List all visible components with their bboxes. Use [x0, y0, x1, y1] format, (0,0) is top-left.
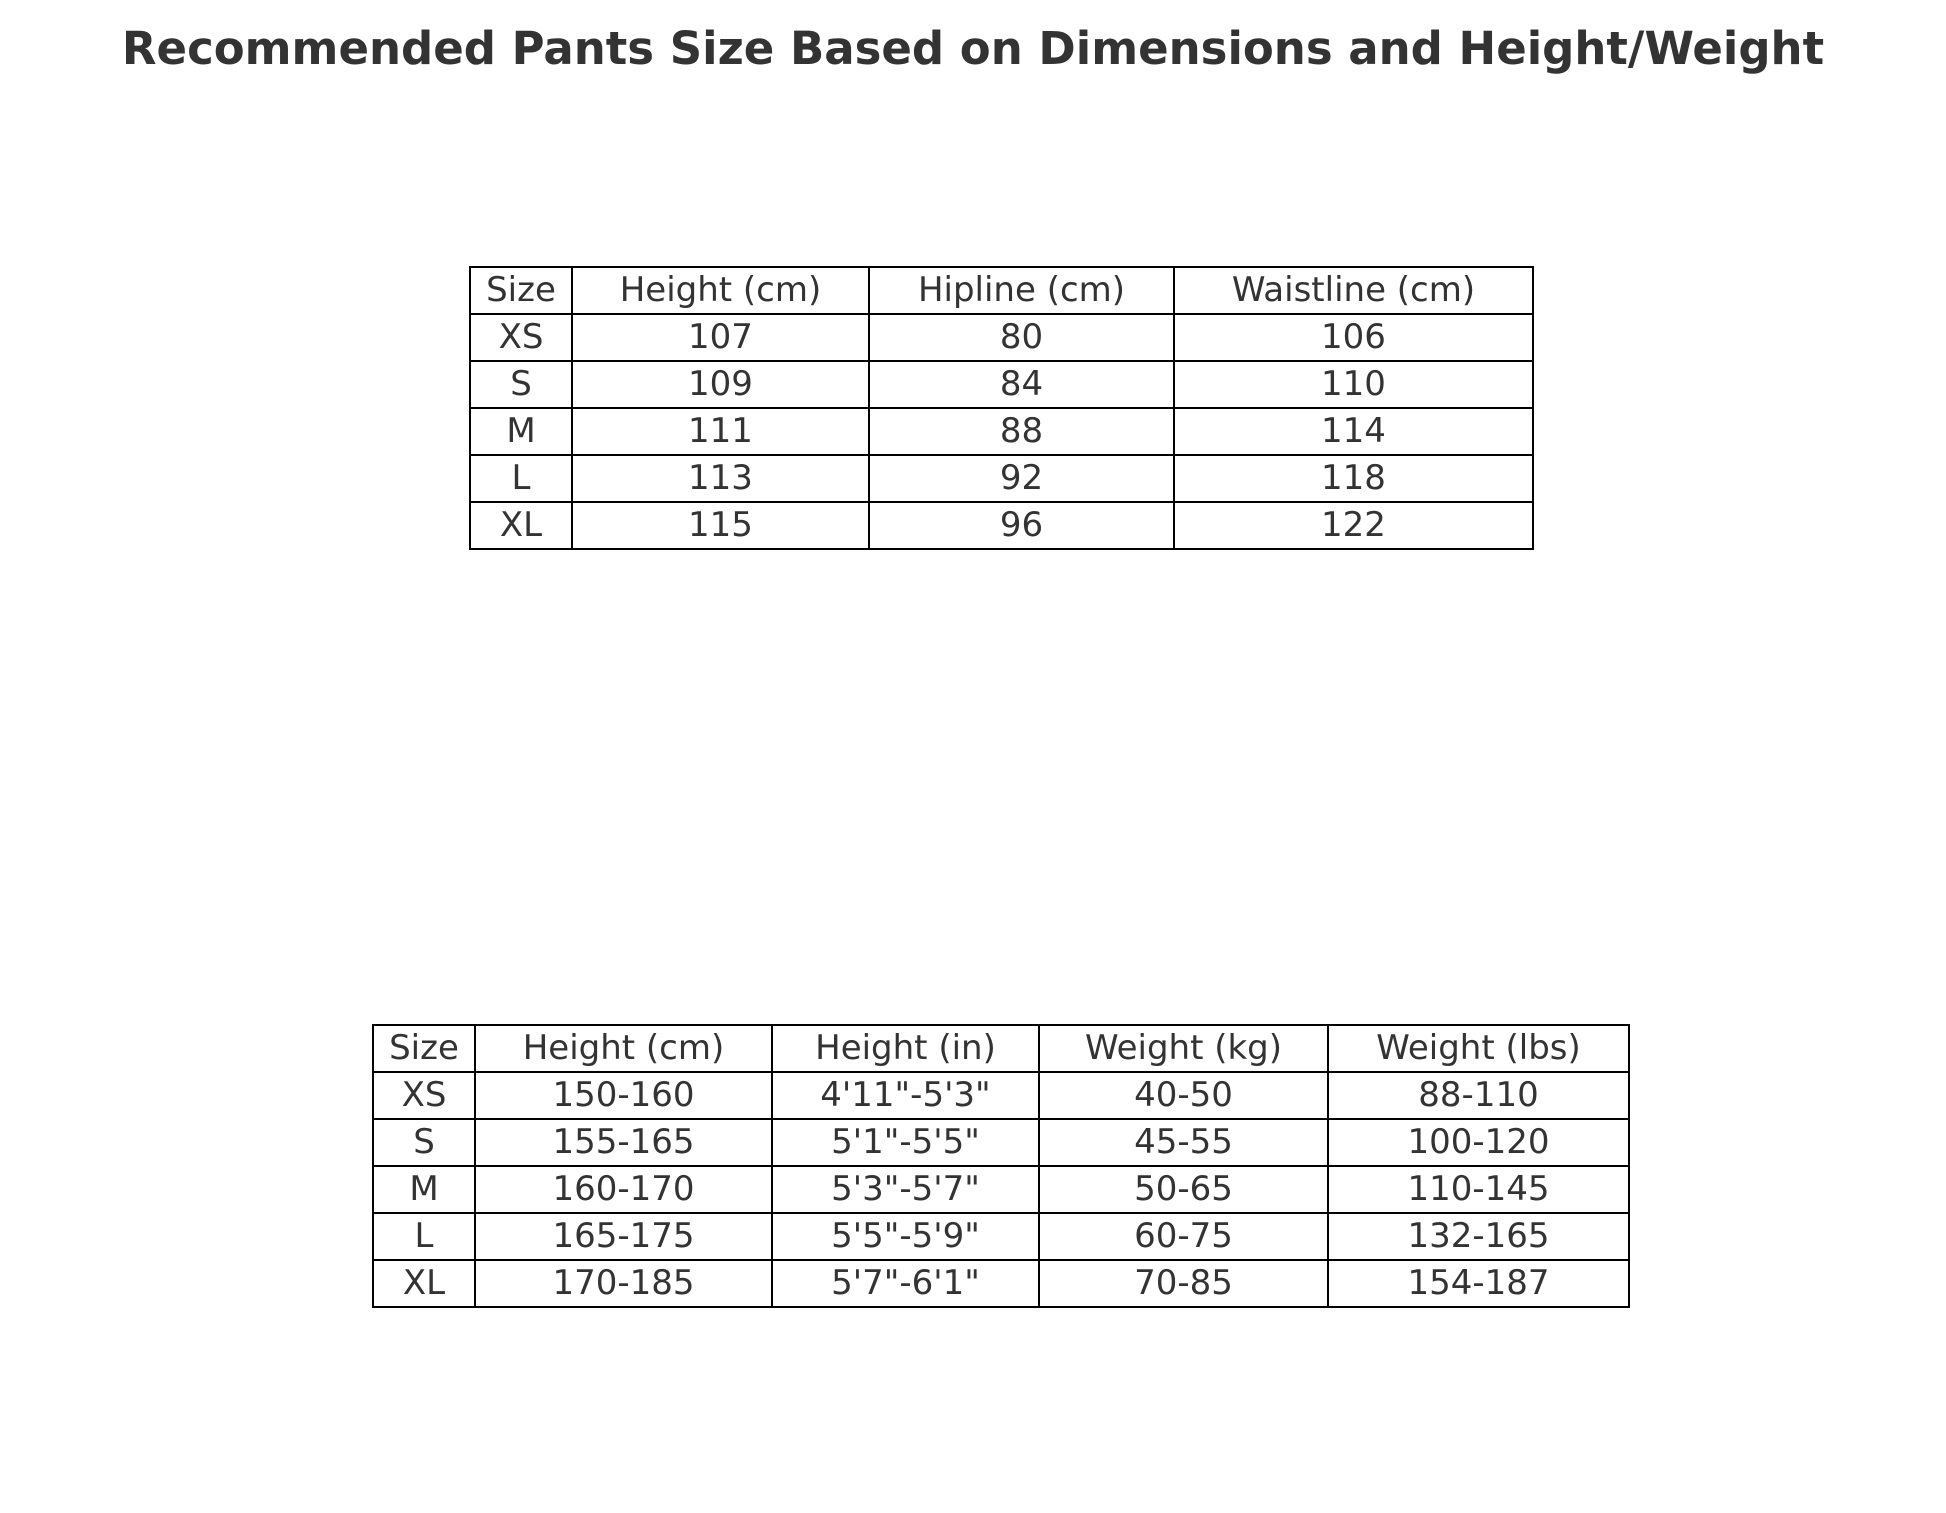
column-header: Weight (kg) — [1038, 1024, 1329, 1073]
table-cell: 110 — [1173, 360, 1534, 409]
table-cell: 92 — [868, 454, 1175, 503]
size-cell: L — [372, 1212, 476, 1261]
table-cell: 5'3"-5'7" — [771, 1165, 1040, 1214]
table-row: L 165-175 5'5"-5'9" 60-75 132-165 — [372, 1212, 1630, 1261]
table-row: XS 150-160 4'11"-5'3" 40-50 88-110 — [372, 1071, 1630, 1120]
table-cell: 5'1"-5'5" — [771, 1118, 1040, 1167]
table-cell: 118 — [1173, 454, 1534, 503]
table-cell: 155-165 — [474, 1118, 773, 1167]
table-cell: 170-185 — [474, 1259, 773, 1308]
table-row: M 160-170 5'3"-5'7" 50-65 110-145 — [372, 1165, 1630, 1214]
size-cell: M — [372, 1165, 476, 1214]
column-header: Size — [469, 266, 573, 315]
table-cell: 60-75 — [1038, 1212, 1329, 1261]
table-cell: 115 — [571, 501, 870, 550]
table-row: XL 170-185 5'7"-6'1" 70-85 154-187 — [372, 1259, 1630, 1308]
size-cell: XS — [469, 313, 573, 362]
table-row: S 109 84 110 — [469, 360, 1534, 409]
column-header: Height (in) — [771, 1024, 1040, 1073]
height-weight-table: Size Height (cm) Height (in) Weight (kg) Wei… — [372, 1024, 1630, 1308]
table-cell: 70-85 — [1038, 1259, 1329, 1308]
size-cell: XS — [372, 1071, 476, 1120]
table-row: S 155-165 5'1"-5'5" 45-55 100-120 — [372, 1118, 1630, 1167]
table-cell: 84 — [868, 360, 1175, 409]
column-header: Height (cm) — [571, 266, 870, 315]
page-title: Recommended Pants Size Based on Dimensio… — [121, 22, 1825, 75]
table-cell: 40-50 — [1038, 1071, 1329, 1120]
table-cell: 80 — [868, 313, 1175, 362]
table-cell: 4'11"-5'3" — [771, 1071, 1040, 1120]
table-cell: 96 — [868, 501, 1175, 550]
table-cell: 165-175 — [474, 1212, 773, 1261]
table-row: XL 115 96 122 — [469, 501, 1534, 550]
dimensions-table: Size Height (cm) Hipline (cm) Waistline (cm… — [469, 266, 1534, 550]
table-cell: 114 — [1173, 407, 1534, 456]
table-cell: 150-160 — [474, 1071, 773, 1120]
table-cell: 106 — [1173, 313, 1534, 362]
table-cell: 88-110 — [1327, 1071, 1630, 1120]
size-cell: S — [469, 360, 573, 409]
table-cell: 50-65 — [1038, 1165, 1329, 1214]
column-header: Height (cm) — [474, 1024, 773, 1073]
column-header: Waistline (cm) — [1173, 266, 1534, 315]
size-cell: XL — [469, 501, 573, 550]
table-cell: 113 — [571, 454, 870, 503]
header-row: Size Height (cm) Height (in) Weight (kg) Wei… — [372, 1024, 1630, 1073]
table-cell: 132-165 — [1327, 1212, 1630, 1261]
table-row: XS 107 80 106 — [469, 313, 1534, 362]
size-cell: L — [469, 454, 573, 503]
table-cell: 107 — [571, 313, 870, 362]
table-row: M 111 88 114 — [469, 407, 1534, 456]
table-row: L 113 92 118 — [469, 454, 1534, 503]
table-cell: 111 — [571, 407, 870, 456]
table-cell: 88 — [868, 407, 1175, 456]
table-cell: 45-55 — [1038, 1118, 1329, 1167]
size-cell: S — [372, 1118, 476, 1167]
column-header: Hipline (cm) — [868, 266, 1175, 315]
table-cell: 154-187 — [1327, 1259, 1630, 1308]
size-cell: XL — [372, 1259, 476, 1308]
column-header: Size — [372, 1024, 476, 1073]
table-cell: 160-170 — [474, 1165, 773, 1214]
table-cell: 5'7"-6'1" — [771, 1259, 1040, 1308]
table-cell: 5'5"-5'9" — [771, 1212, 1040, 1261]
table-cell: 110-145 — [1327, 1165, 1630, 1214]
header-row: Size Height (cm) Hipline (cm) Waistline (cm… — [469, 266, 1534, 315]
table-cell: 100-120 — [1327, 1118, 1630, 1167]
table-cell: 122 — [1173, 501, 1534, 550]
column-header: Weight (lbs) — [1327, 1024, 1630, 1073]
size-cell: M — [469, 407, 573, 456]
table-cell: 109 — [571, 360, 870, 409]
